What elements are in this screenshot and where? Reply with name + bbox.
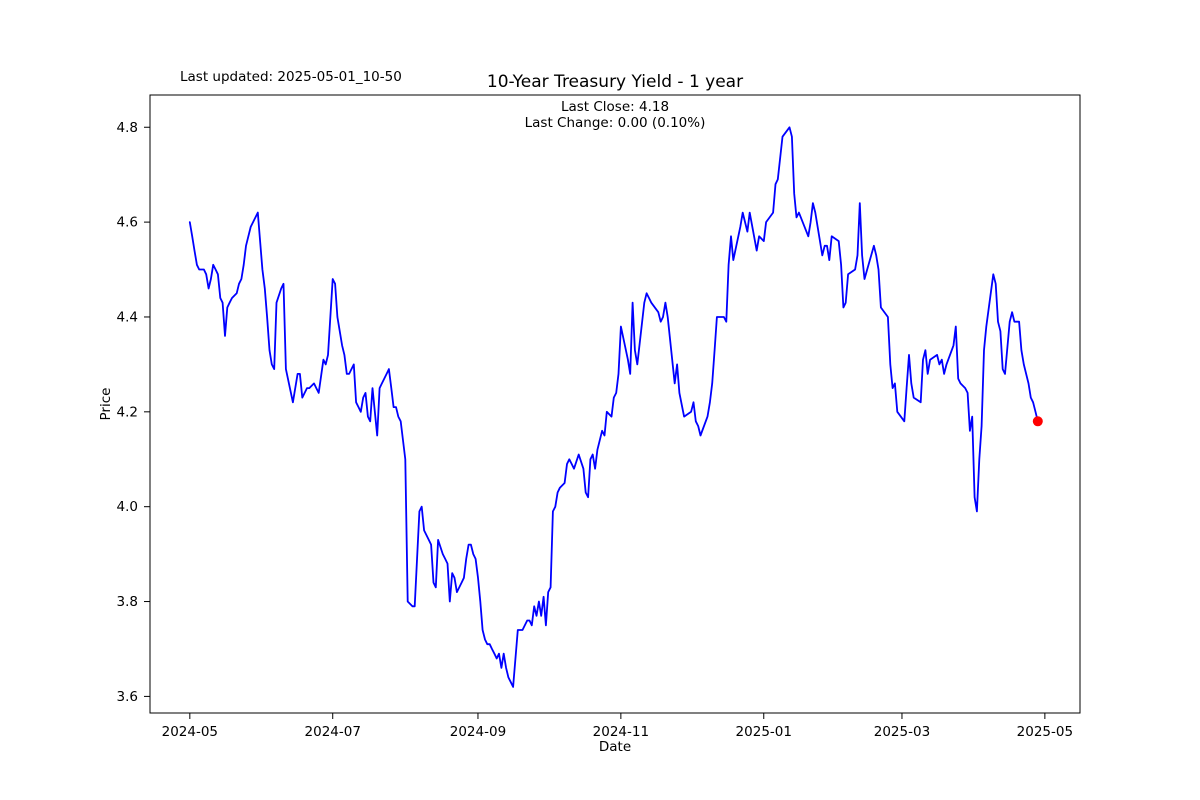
y-tick-label: 4.8 — [117, 120, 138, 136]
y-tick-label: 3.8 — [117, 594, 138, 610]
yield-line — [188, 126, 1039, 688]
y-tick-label: 3.6 — [117, 689, 138, 705]
last-change-annotation: Last Change: 0.00 (0.10%) — [524, 115, 706, 131]
last-close-annotation: Last Close: 4.18 — [560, 99, 670, 115]
x-tick-label: 2025-01 — [736, 724, 792, 740]
chart-title: 10-Year Treasury Yield - 1 year — [486, 72, 744, 92]
axes-frame — [149, 94, 1081, 714]
y-tick-label: 4.6 — [117, 215, 138, 231]
last-updated-text: Last updated: 2025-05-01_10-50 — [180, 69, 402, 85]
x-tick-label: 2024-11 — [593, 724, 649, 740]
last-close-marker — [1032, 416, 1043, 427]
x-tick-label: 2025-05 — [1017, 724, 1073, 740]
x-tick-label: 2024-05 — [162, 724, 218, 740]
x-tick-label: 2025-03 — [874, 724, 930, 740]
x-tick-label: 2024-07 — [305, 724, 361, 740]
y-tick-label: 4.2 — [117, 404, 138, 420]
y-tick-label: 4.4 — [117, 309, 138, 325]
x-axis-label: Date — [598, 739, 632, 755]
x-tick-label: 2024-09 — [450, 724, 506, 740]
y-tick-label: 4.0 — [117, 499, 138, 515]
